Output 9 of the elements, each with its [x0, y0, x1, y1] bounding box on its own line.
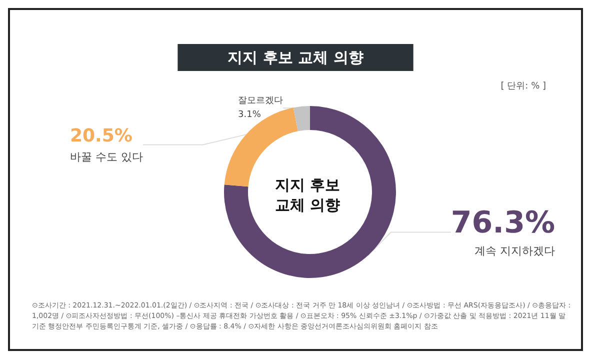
text: [ 단위: % ] — [500, 82, 546, 92]
slice-label: 잘모르겠다 — [238, 96, 283, 106]
chart-title: 지지 후보 교체 의향 — [228, 48, 364, 66]
slice-label: 바꿀 수도 있다 — [70, 150, 143, 164]
data-label: 3.1% — [238, 110, 262, 120]
data-label: 20.5% — [70, 126, 132, 146]
data-label: 76.3% — [450, 206, 555, 240]
slice-label: 계속 지지하겠다 — [474, 244, 555, 258]
text: 지지 후보 교체 의향 — [275, 176, 340, 214]
